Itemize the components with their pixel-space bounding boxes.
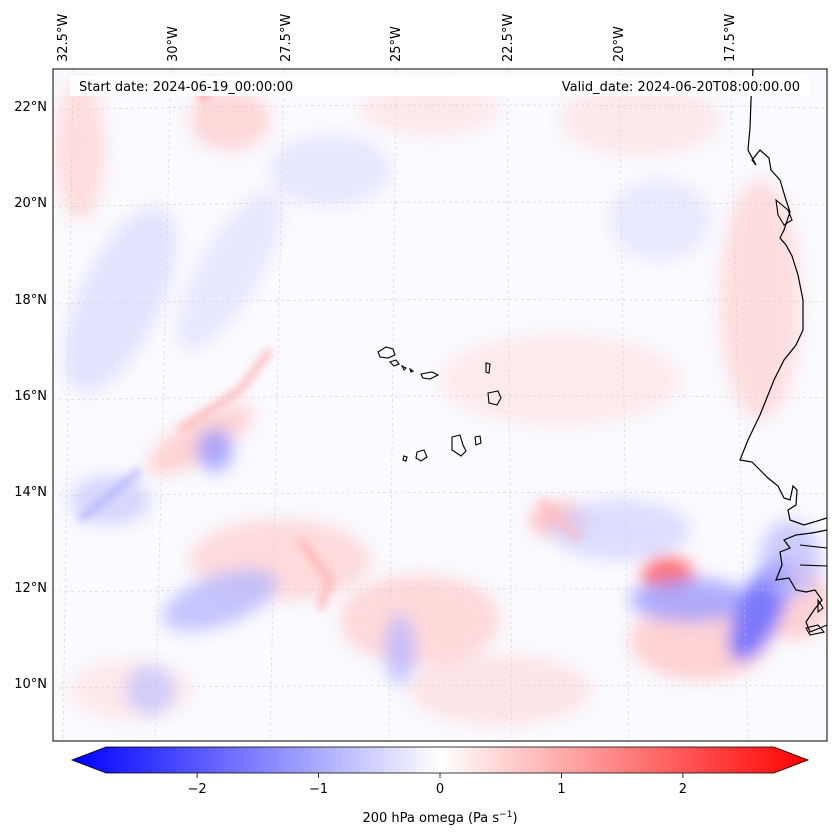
africa-coastline [739,69,827,633]
colorbar-label-unit-exponent: −1 [499,810,512,820]
longitude-labels: 32.5°W 30°W 27.5°W 25°W 22.5°W 20°W 17.5… [56,14,738,62]
latitude-labels: 22°N 20°N 18°N 16°N 14°N 12°N 10°N [14,100,47,692]
lat-label: 22°N [14,100,47,115]
cape-verde-islands [377,346,502,462]
colorbar-tick-label: 2 [679,782,687,797]
map-panel: Start date: 2024-06-19_00:00:00 Valid_da… [53,69,827,741]
header-background [70,76,810,96]
colorbar-label-main: 200 hPa omega (Pa s [362,811,499,826]
lat-label: 18°N [14,293,47,308]
colorbar-tick-label: 1 [557,782,565,797]
lon-label: 22.5°W [501,14,516,62]
colorbar-tick-label: −1 [309,782,328,797]
africa-coastline-detail [775,198,827,636]
lon-label: 25°W [389,26,404,62]
lat-label: 16°N [14,389,47,404]
lon-label: 32.5°W [56,14,71,62]
colorbar: −2 −1 0 1 2 200 hPa omega (Pa s−1) [70,746,810,826]
gridlines [53,69,827,741]
lat-label: 14°N [14,485,47,500]
colorbar-tick-label: 0 [436,782,444,797]
lat-label: 12°N [14,581,47,596]
valid-date-label: Valid_date: 2024-06-20T08:00:00.00 [562,80,800,95]
lon-label: 17.5°W [723,14,738,62]
omega-streaks [77,77,583,612]
lat-label: 10°N [14,677,47,692]
lon-label: 27.5°W [279,14,294,62]
colorbar-ticks: −2 −1 0 1 2 [188,773,687,797]
colorbar-tick-label: −2 [188,782,207,797]
lon-label: 30°W [166,26,181,62]
colorbar-label: 200 hPa omega (Pa s−1) [362,810,517,826]
omega-field [55,80,827,725]
start-date-label: Start date: 2024-06-19_00:00:00 [79,80,293,95]
colorbar-body [70,746,810,774]
map-frame [52,68,828,742]
lat-label: 20°N [14,196,47,211]
colorbar-label-close: ) [512,811,517,826]
lon-label: 20°W [612,26,627,62]
